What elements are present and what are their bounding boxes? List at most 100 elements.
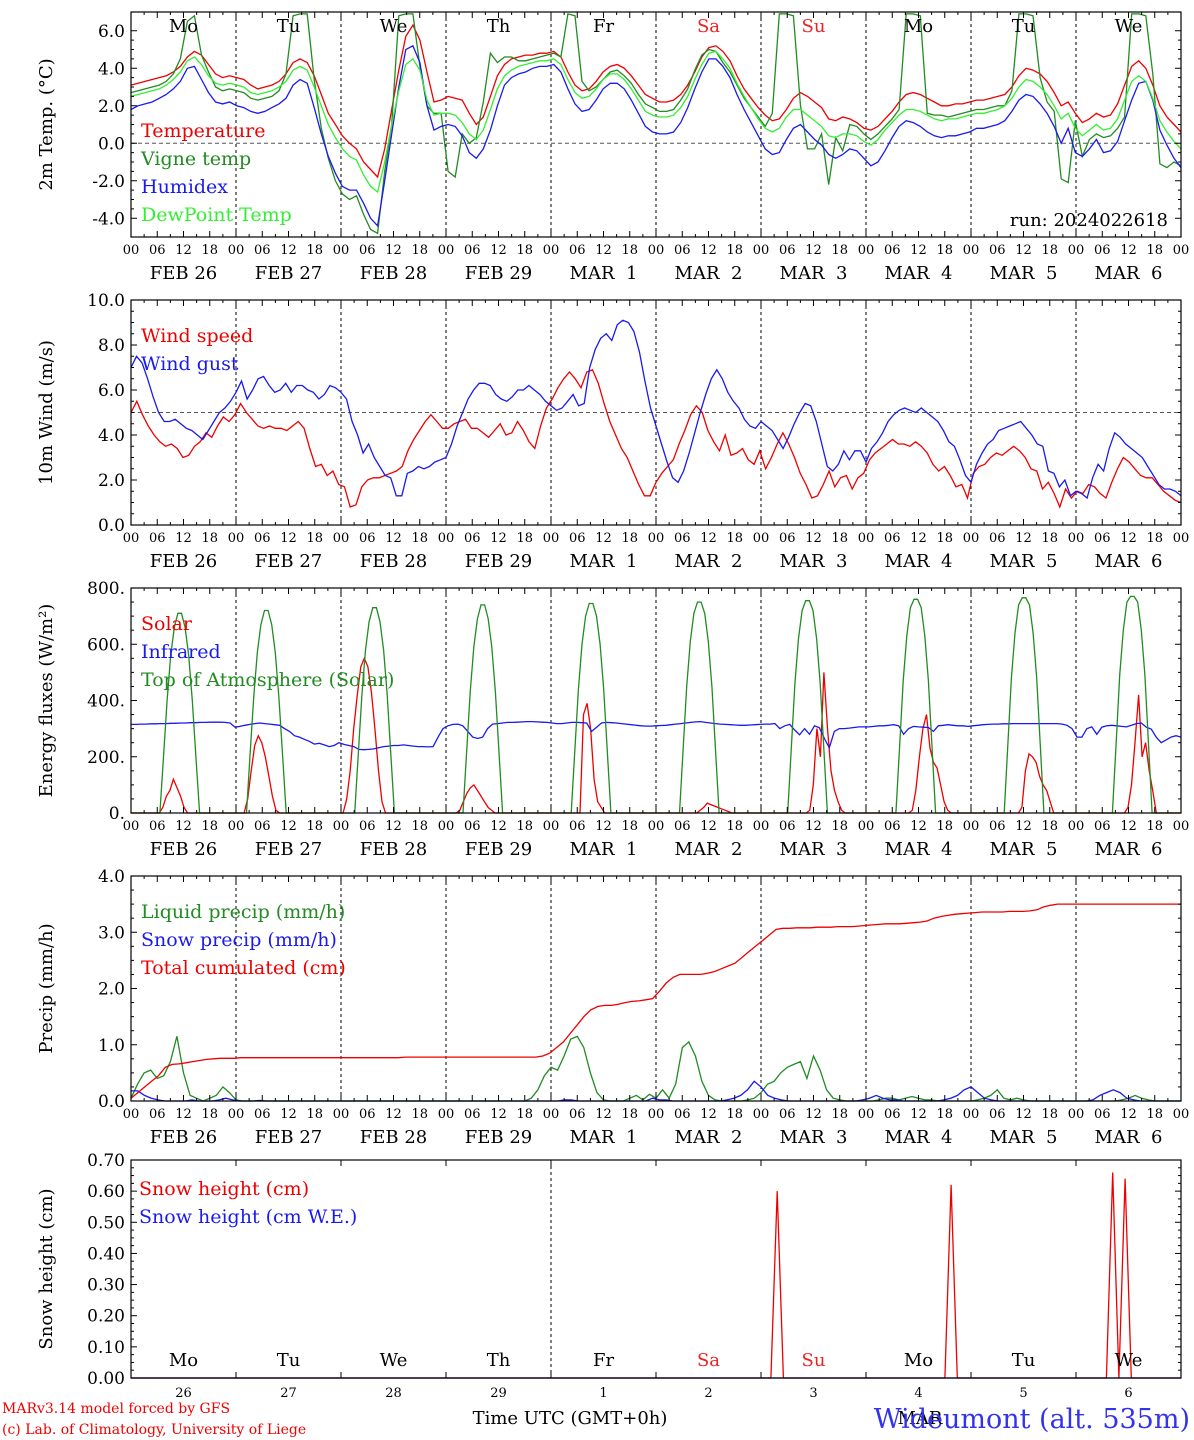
panel-0: -4.0 -2.0 0.0 2.0 4.0 6.0 2m Temp. (°C) 00 06 12 1… (36, 11, 1190, 284)
y-tick-label: 2.0 (98, 471, 125, 491)
hour-label: 00 (963, 531, 980, 546)
day-name-label: Tu (277, 1350, 301, 1371)
hour-label: 00 (963, 243, 980, 258)
hour-label: 18 (831, 531, 848, 546)
hour-label: 00 (333, 243, 350, 258)
hour-label: 06 (674, 819, 691, 834)
day-name-label: We (380, 16, 408, 37)
hour-label: 00 (438, 243, 455, 258)
hour-label: 12 (1015, 531, 1032, 546)
date-label: MAR 3 (780, 551, 848, 572)
hour-label: 06 (884, 531, 901, 546)
legend-entry: Humidex (141, 176, 228, 198)
y-tick-label: 2.0 (98, 980, 125, 1000)
y-tick-label: 1.0 (98, 1036, 125, 1056)
hour-label: 18 (516, 243, 533, 258)
legend-entry: Solar (141, 613, 193, 635)
hour-label: 00 (228, 243, 245, 258)
footer: MARv3.14 model forced by GFS (c) Lab. of… (2, 1401, 1190, 1438)
hour-label: 18 (726, 819, 743, 834)
date-label: MAR 1 (570, 263, 638, 284)
hour-label: 12 (490, 243, 507, 258)
hour-label: 12 (700, 243, 717, 258)
hour-label: 18 (1146, 1107, 1163, 1122)
hour-label: 12 (385, 531, 402, 546)
y-tick-label: 400. (87, 692, 125, 712)
hour-label: 00 (858, 243, 875, 258)
y-tick-label: 0.10 (87, 1338, 125, 1358)
date-label: MAR 3 (780, 1127, 848, 1148)
hour-label: 00 (1173, 243, 1190, 258)
hour-label: 06 (1094, 1107, 1111, 1122)
hour-label: 12 (910, 243, 927, 258)
hour-label: 06 (989, 531, 1006, 546)
hour-label: 18 (201, 1107, 218, 1122)
series-line (131, 1172, 1181, 1379)
hour-label: 18 (306, 819, 323, 834)
day-number-label: 3 (809, 1386, 817, 1401)
hour-label: 12 (700, 819, 717, 834)
date-label: FEB 26 (150, 839, 217, 860)
hour-label: 12 (175, 1107, 192, 1122)
date-label: FEB 27 (255, 1127, 322, 1148)
hour-label: 18 (831, 819, 848, 834)
day-name-label: Su (802, 1350, 826, 1371)
hour-label: 00 (228, 1107, 245, 1122)
hour-label: 18 (1146, 531, 1163, 546)
hour-label: 12 (595, 1107, 612, 1122)
hour-label: 06 (359, 243, 376, 258)
hour-label: 18 (1146, 243, 1163, 258)
hour-label: 00 (1068, 819, 1085, 834)
hour-label: 06 (1094, 243, 1111, 258)
hour-label: 18 (516, 1107, 533, 1122)
hour-label: 06 (569, 243, 586, 258)
hour-label: 00 (438, 1107, 455, 1122)
day-number-label: 27 (280, 1386, 297, 1401)
hour-label: 06 (884, 1107, 901, 1122)
series-line (130, 23, 1182, 179)
date-label: FEB 29 (465, 839, 532, 860)
legend-entry: Infrared (141, 641, 221, 663)
y-tick-label: -4.0 (92, 209, 125, 229)
hour-label: 00 (753, 819, 770, 834)
hour-label: 12 (595, 819, 612, 834)
hour-label: 12 (175, 531, 192, 546)
hour-label: 12 (490, 819, 507, 834)
panel-3: 0.0 1.0 2.0 3.0 4.0 Precip (mm/h) 00 06 12 18 FEB … (36, 867, 1189, 1148)
hour-label: 06 (779, 243, 796, 258)
day-name-label: Mo (169, 16, 198, 37)
hour-label: 00 (648, 243, 665, 258)
hour-label: 00 (1173, 1107, 1190, 1122)
hour-label: 00 (438, 819, 455, 834)
hour-label: 00 (123, 1107, 140, 1122)
panel-1: 0.0 2.0 4.0 6.0 8.0 10.0 10m Wind (m/s) 00 06 12 1… (36, 291, 1189, 572)
day-name-label: Sa (697, 16, 720, 37)
lab-credit: (c) Lab. of Climatology, University of L… (2, 1422, 306, 1438)
hour-label: 12 (490, 1107, 507, 1122)
legend-entry: Snow height (cm) (139, 1178, 309, 1200)
hour-label: 18 (201, 819, 218, 834)
hour-label: 12 (1120, 243, 1137, 258)
date-label: FEB 27 (255, 551, 322, 572)
date-label: MAR 2 (675, 551, 743, 572)
hour-label: 12 (700, 531, 717, 546)
day-number-label: 6 (1124, 1386, 1132, 1401)
hour-label: 00 (1173, 531, 1190, 546)
hour-label: 18 (936, 1107, 953, 1122)
hour-label: 06 (464, 819, 481, 834)
hour-label: 00 (963, 819, 980, 834)
hour-label: 18 (831, 243, 848, 258)
hour-label: 18 (1041, 243, 1058, 258)
hour-label: 06 (149, 819, 166, 834)
hour-label: 06 (779, 531, 796, 546)
day-name-label: We (380, 1350, 408, 1371)
date-label: MAR 5 (990, 263, 1058, 284)
date-label: FEB 29 (465, 551, 532, 572)
y-tick-label: 2.0 (98, 97, 125, 117)
hour-label: 06 (674, 1107, 691, 1122)
hour-label: 12 (1120, 819, 1137, 834)
y-tick-label: 200. (87, 748, 125, 768)
date-label: FEB 29 (465, 263, 532, 284)
day-name-label: Mo (904, 16, 933, 37)
